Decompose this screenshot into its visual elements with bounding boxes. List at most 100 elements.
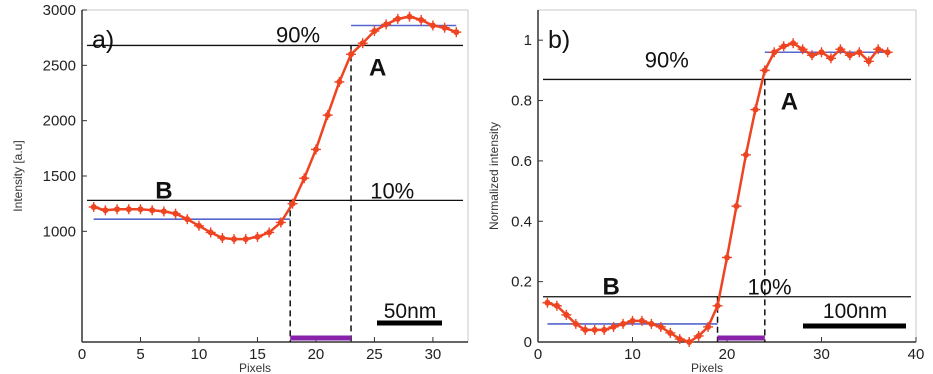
data-point	[835, 44, 846, 55]
data-point	[797, 44, 808, 55]
y-tick-label: 0	[524, 334, 532, 351]
data-point	[158, 206, 169, 217]
chart-panel-b: 0 10 20 30 40 0 0.2 0.4 0.6 0.8 1 Pixels Normalized …	[487, 9, 925, 374]
x-tick-label: 30	[425, 346, 442, 363]
data-point	[580, 324, 591, 335]
x-axis-label: Pixels	[239, 361, 271, 374]
scale-bar-label: 50nm	[384, 300, 437, 323]
reference-label: 10%	[748, 275, 792, 300]
y-tick-label: 2500	[43, 57, 76, 74]
data-point	[542, 297, 553, 308]
data-point	[229, 234, 240, 245]
y-tick-label: 2000	[43, 113, 76, 130]
data-point	[416, 14, 427, 25]
data-point	[217, 232, 228, 243]
x-axis-label: Pixels	[691, 361, 723, 374]
chart-panel-a: 0 5 10 15 20 25 30 1000 1500 2000 2500 3000 Pixels In…	[11, 2, 469, 374]
data-point	[684, 337, 695, 347]
data-point	[646, 318, 657, 329]
data-point	[357, 38, 368, 49]
data-point	[712, 300, 723, 311]
y-tick-label: 1	[524, 32, 532, 49]
data-point	[561, 309, 572, 320]
data-point	[655, 321, 666, 332]
x-tick-label: 30	[813, 346, 830, 363]
data-point	[769, 47, 780, 58]
data-point	[205, 227, 216, 238]
data-point	[346, 49, 357, 60]
data-point	[100, 205, 111, 216]
data-point	[608, 321, 619, 332]
data-point	[147, 205, 158, 216]
data-point	[740, 149, 751, 160]
x-tick-label: 10	[191, 346, 208, 363]
data-point	[703, 321, 714, 332]
data-point	[731, 201, 742, 212]
x-tick-label: 40	[908, 346, 925, 363]
data-point	[451, 27, 462, 38]
data-point	[275, 217, 286, 228]
scale-bar-label: 100nm	[823, 300, 887, 323]
marker-label: B	[603, 274, 620, 301]
y-tick-label: 3000	[43, 2, 76, 19]
data-point	[807, 50, 818, 61]
y-tick-label: 0.8	[511, 93, 532, 110]
y-tick-label: 1500	[43, 168, 76, 185]
y-tick-label: 1000	[43, 223, 76, 240]
x-tick-label: 5	[136, 346, 144, 363]
data-point	[589, 324, 600, 335]
data-point	[599, 324, 610, 335]
data-point	[252, 231, 263, 242]
data-point	[863, 56, 874, 67]
data-point	[618, 318, 629, 329]
x-tick-label: 25	[366, 346, 383, 363]
data-point	[427, 20, 438, 31]
data-point	[722, 252, 732, 263]
y-tick-label: 0.4	[511, 213, 532, 230]
data-point	[873, 44, 884, 55]
data-point	[825, 53, 836, 64]
data-point	[788, 38, 799, 49]
data-point	[750, 104, 761, 115]
reference-label: 90%	[645, 47, 689, 72]
data-point	[844, 50, 855, 61]
data-point	[123, 204, 134, 215]
data-point	[551, 300, 562, 311]
data-point	[135, 204, 146, 215]
data-point	[240, 234, 251, 245]
y-tick-label: 0.6	[511, 153, 532, 170]
data-point	[759, 65, 770, 76]
x-tick-label: 20	[308, 346, 325, 363]
data-point	[439, 22, 450, 33]
reference-label: 10%	[370, 178, 414, 203]
data-point	[404, 11, 415, 22]
data-point	[693, 330, 704, 341]
y-axis-label: Intensity [a.u]	[11, 140, 25, 211]
data-point	[112, 204, 123, 215]
plot-frame	[81, 9, 469, 343]
marker-label: B	[155, 177, 172, 204]
data-point	[854, 47, 865, 58]
data-point	[299, 173, 310, 184]
data-point	[193, 220, 204, 231]
panel-label: b)	[548, 26, 570, 54]
data-point	[369, 26, 380, 37]
data-point	[322, 110, 333, 121]
x-tick-label: 10	[624, 346, 641, 363]
marker-label: A	[781, 88, 798, 115]
y-axis-label: Normalized intensity	[487, 122, 501, 230]
data-point	[170, 208, 181, 219]
data-point	[636, 315, 647, 326]
data-point	[627, 315, 638, 326]
data-point	[674, 333, 685, 344]
reference-label: 90%	[276, 22, 320, 47]
panel-label: a)	[92, 26, 114, 54]
data-point	[334, 76, 345, 87]
data-point	[816, 47, 827, 58]
data-point	[310, 144, 321, 155]
data-point	[392, 13, 403, 24]
data-point	[381, 19, 392, 30]
data-point	[778, 41, 789, 52]
data-point	[264, 227, 275, 238]
data-point	[570, 318, 581, 329]
